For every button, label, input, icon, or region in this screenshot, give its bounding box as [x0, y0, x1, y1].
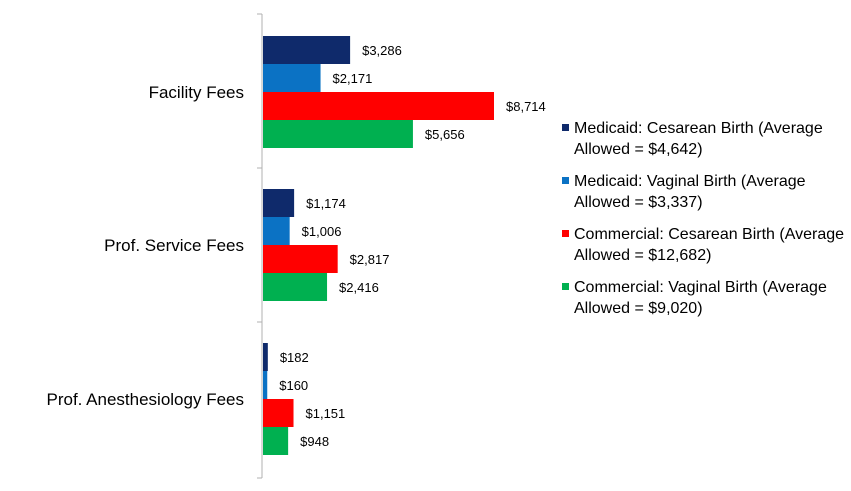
legend: Medicaid: Cesarean Birth (Average Allowe…: [562, 118, 847, 330]
data-label: $182: [280, 350, 309, 365]
legend-item: Commercial: Cesarean Birth (Average Allo…: [562, 224, 847, 266]
legend-item: Medicaid: Vaginal Birth (Average Allowed…: [562, 171, 847, 213]
legend-item: Commercial: Vaginal Birth (Average Allow…: [562, 277, 847, 319]
data-label: $160: [279, 378, 308, 393]
legend-label: Medicaid: Cesarean Birth (Average Allowe…: [574, 120, 823, 158]
bar: [263, 343, 268, 371]
bar: [263, 120, 413, 148]
bar: [263, 427, 289, 455]
data-label: $1,151: [306, 406, 346, 421]
data-label: $2,416: [339, 280, 379, 295]
legend-label: Commercial: Cesarean Birth (Average Allo…: [574, 226, 845, 264]
legend-swatch: [562, 230, 569, 237]
bar: [263, 36, 351, 64]
bar: [263, 399, 294, 427]
data-label: $5,656: [425, 127, 465, 142]
bar: [263, 92, 494, 120]
bar: [263, 245, 338, 273]
data-label: $948: [300, 434, 329, 449]
category-label: Prof. Anesthesiology Fees: [46, 390, 244, 409]
category-label: Facility Fees: [149, 83, 244, 102]
legend-swatch: [562, 124, 569, 131]
data-label: $2,171: [333, 71, 373, 86]
data-label: $8,714: [506, 99, 546, 114]
legend-label: Commercial: Vaginal Birth (Average Allow…: [574, 279, 827, 317]
bar: [263, 64, 321, 92]
category-label: Prof. Service Fees: [104, 236, 244, 255]
bar: [263, 371, 268, 399]
data-label: $3,286: [362, 43, 402, 58]
bar: [263, 217, 290, 245]
legend-swatch: [562, 177, 569, 184]
data-label: $1,006: [302, 224, 342, 239]
bar: [263, 189, 295, 217]
data-label: $2,817: [350, 252, 390, 267]
data-label: $1,174: [306, 196, 346, 211]
legend-swatch: [562, 283, 569, 290]
legend-item: Medicaid: Cesarean Birth (Average Allowe…: [562, 118, 847, 160]
bar: [263, 273, 328, 301]
legend-label: Medicaid: Vaginal Birth (Average Allowed…: [574, 173, 806, 211]
